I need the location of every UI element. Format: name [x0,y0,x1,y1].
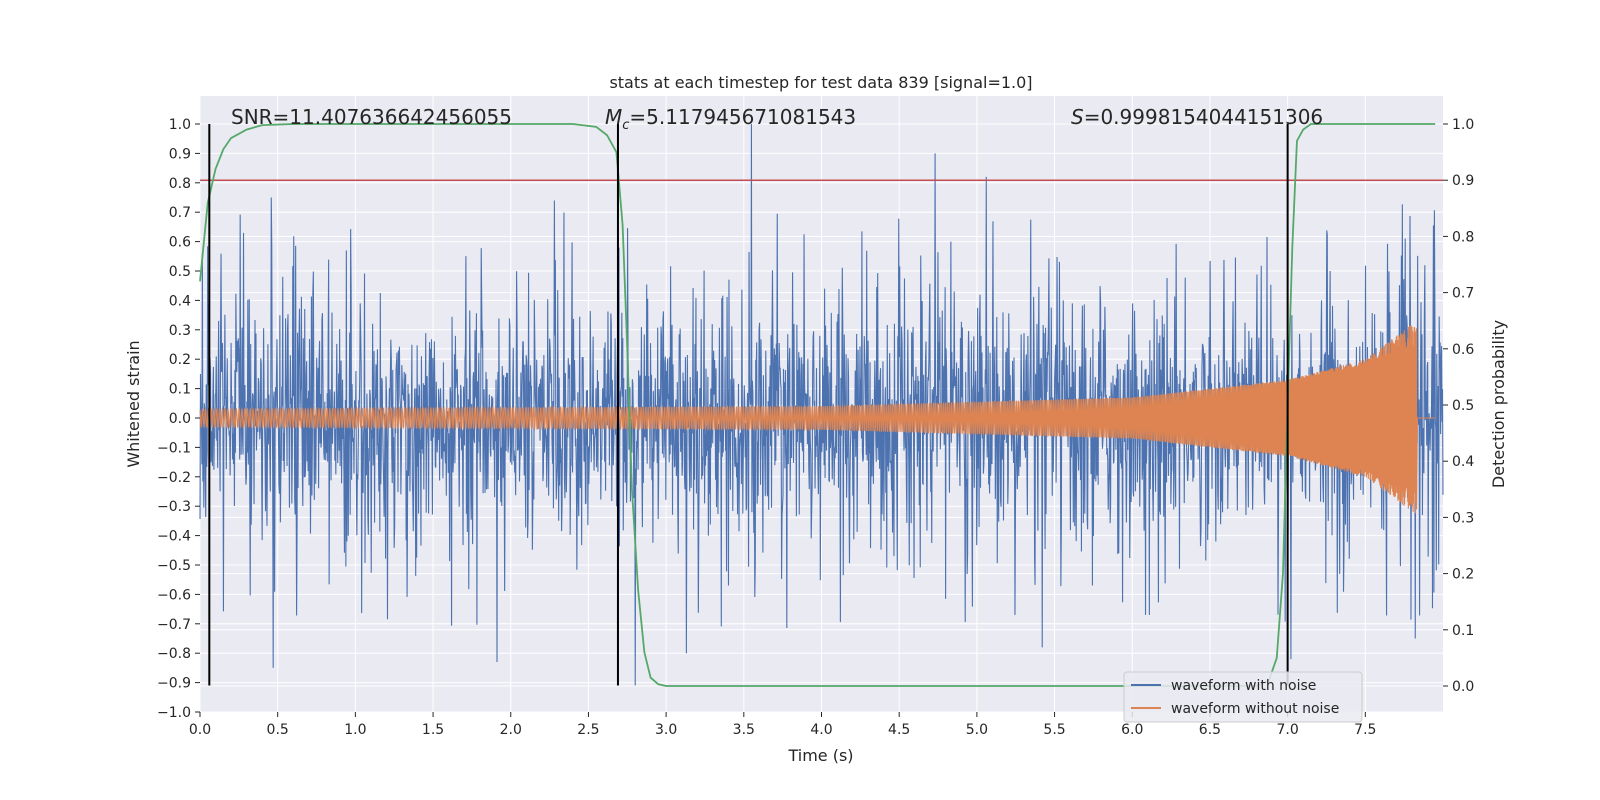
y2-tick-label: 0.2 [1452,567,1474,583]
y2-tick-label: 0.5 [1452,398,1474,414]
x-tick-label: 5.0 [966,722,988,738]
x-axis-label: Time (s) [787,746,853,765]
y-tick-label: 0.0 [169,411,191,427]
y-tick-label: −0.1 [157,440,191,456]
y2-tick-label: 0.7 [1452,286,1474,302]
score-annotation: S=0.9998154044151306 [1071,105,1323,129]
y-tick-label: 0.7 [169,205,191,221]
score-value: =0.9998154044151306 [1084,105,1323,129]
y-tick-label: −0.4 [157,529,191,545]
y-tick-label: 0.9 [169,146,191,162]
legend-label-noise: waveform with noise [1171,678,1316,694]
chirp-mass-symbol: M [605,105,622,129]
x-tick-label: 4.0 [810,722,832,738]
x-tick-label: 1.5 [422,722,444,738]
legend-label-clean: waveform without noise [1171,701,1339,717]
x-tick-label: 3.0 [655,722,677,738]
y2-tick-label: 0.8 [1452,229,1474,245]
y-tick-label: −0.3 [157,499,191,515]
y2-tick-label: 0.3 [1452,510,1474,526]
y-tick-label: 0.6 [169,235,191,251]
chirp-mass-subscript: c [622,118,629,133]
y-tick-label: 0.1 [169,382,191,398]
y-tick-label: 0.8 [169,176,191,192]
y-tick-label: −0.2 [157,470,191,486]
legend-box [1123,671,1363,723]
x-tick-label: 2.0 [500,722,522,738]
y2-tick-label: 0.0 [1452,679,1474,695]
x-tick-label: 7.5 [1354,722,1376,738]
score-symbol: S [1071,105,1084,129]
x-tick-label: 3.5 [733,722,755,738]
y-axis-label: Whitened strain [124,340,143,467]
y-tick-label: −1.0 [157,705,191,721]
x-tick-label: 2.5 [577,722,599,738]
chart-title: stats at each timestep for test data 839… [609,73,1032,92]
x-tick-label: 7.0 [1276,722,1298,738]
chirp-mass-annotation: Mc=5.117945671081543 [605,105,856,133]
x-tick-label: 1.0 [344,722,366,738]
y-tick-label: 0.2 [169,352,191,368]
y2-tick-label: 1.0 [1452,117,1474,133]
chirp-mass-value: =5.117945671081543 [629,105,856,129]
y-tick-label: −0.6 [157,587,191,603]
y2-tick-label: 0.6 [1452,342,1474,358]
x-tick-label: 0.0 [189,722,211,738]
y-tick-label: 0.4 [169,293,191,309]
y-tick-label: 0.3 [169,323,191,339]
y-tick-label: −0.9 [157,676,191,692]
snr-annotation: SNR=11.407636642456055 [231,105,512,129]
y2-tick-label: 0.4 [1452,454,1474,470]
legend: waveform with noise waveform without noi… [1123,671,1363,723]
y-tick-label: 1.0 [169,117,191,133]
y2-axis-label: Detection probability [1489,320,1508,488]
y2-tick-label: 0.1 [1452,623,1474,639]
plot-layer [199,123,1444,687]
y-tick-label: −0.8 [157,646,191,662]
y2-tick-label: 0.9 [1452,173,1474,189]
clean-waveform-line [199,325,1436,514]
y-tick-label: −0.7 [157,617,191,633]
y-tick-label: −0.5 [157,558,191,574]
axis-ticks: 0.0 0.5 1.0 1.5 2.0 2.5 3.0 3.5 4.0 4.5 5.0 5.5 6.0 6… [157,117,1474,738]
x-tick-label: 4.5 [888,722,910,738]
x-tick-label: 6.5 [1199,722,1221,738]
x-tick-label: 5.5 [1043,722,1065,738]
x-tick-label: 0.5 [267,722,289,738]
detection-probability-line [199,123,1436,687]
y-tick-label: 0.5 [169,264,191,280]
x-tick-label: 6.0 [1121,722,1143,738]
